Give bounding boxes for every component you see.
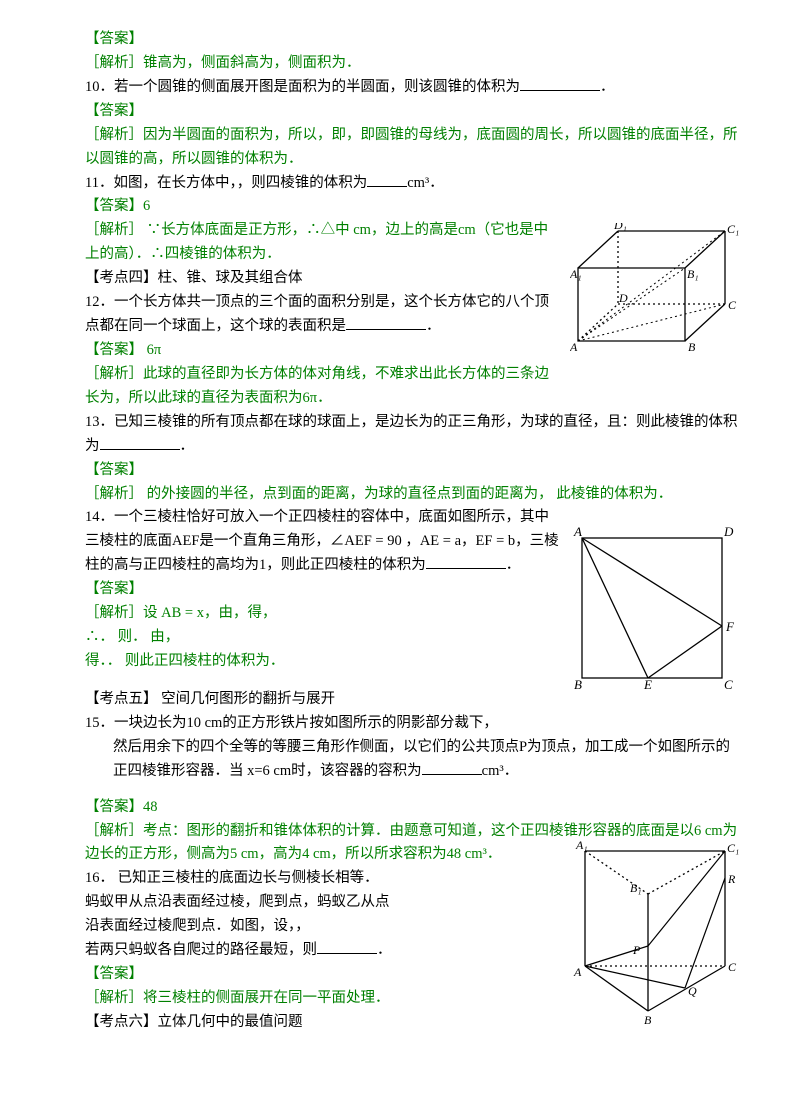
q14-text: 14．一个三棱柱恰好可放入一个正四棱柱的容体中，底面如图所示，其中三棱柱的底面A…: [85, 509, 559, 573]
analysis-13: ［解析］ 的外接圆的半径，点到面的距离，为球的直径点到面的距离为， 此棱锥的体积…: [85, 483, 740, 507]
svg-text:F: F: [725, 619, 735, 634]
svg-text:B₁: B₁: [687, 267, 699, 281]
svg-text:C₁: C₁: [727, 223, 739, 236]
svg-text:D: D: [618, 291, 628, 305]
q16d-text: 若两只蚂蚁各自爬过的路径最短，则: [85, 942, 317, 958]
svg-text:B: B: [644, 1013, 652, 1027]
svg-text:C: C: [724, 677, 733, 691]
answer-heading: 【答案】: [85, 28, 740, 52]
answer-11: 【答案】6: [85, 195, 740, 219]
blank-16: [317, 953, 377, 954]
question-10: 10．若一个圆锥的侧面展开图是面积为的半圆面，则该圆锥的体积为 ．: [85, 76, 740, 100]
svg-text:A₁: A₁: [570, 267, 582, 281]
svg-text:E: E: [643, 677, 652, 691]
q14-period: ．: [506, 557, 521, 573]
q12-period: ．: [426, 318, 441, 334]
blank-11: [367, 186, 407, 187]
figure-triangular-prism: A₁ C₁ B₁ R P Q A C B: [570, 836, 740, 1045]
answer-13: 【答案】: [85, 459, 740, 483]
q12-text: 12．一个长方体共一顶点的三个面的面积分别是，这个长方体它的八个顶点都在同一个球…: [85, 294, 549, 334]
svg-text:C: C: [728, 298, 737, 312]
q15b-text: 然后用余下的四个全等的等腰三角形作侧面，以它们的公共顶点P为顶点，加工成一个如图…: [113, 739, 730, 779]
figure-square-triangle: A D F B E C: [570, 526, 740, 700]
svg-text:D: D: [723, 526, 734, 539]
blank-13: [100, 449, 180, 450]
svg-text:D₁: D₁: [613, 223, 627, 232]
svg-text:A: A: [573, 965, 582, 979]
svg-text:B: B: [574, 677, 582, 691]
svg-text:C₁: C₁: [727, 841, 739, 855]
svg-text:Q: Q: [688, 984, 697, 998]
answer-15: 【答案】48: [85, 796, 740, 820]
q10-text: 10．若一个圆锥的侧面展开图是面积为的半圆面，则该圆锥的体积为: [85, 79, 520, 95]
question-15a: 15．一块边长为10 cm的正方形铁片按如图所示的阴影部分裁下，: [85, 712, 740, 736]
svg-text:R: R: [727, 872, 736, 886]
answer-10: 【答案】: [85, 100, 740, 124]
q13-period: ．: [180, 438, 195, 454]
svg-text:A: A: [570, 340, 578, 354]
q11-text: 11．如图，在长方体中，，则四棱锥的体积为: [85, 175, 367, 191]
svg-text:B₁: B₁: [630, 881, 642, 895]
q16d-period: ．: [377, 942, 392, 958]
blank-10: [520, 90, 600, 91]
document-body: D₁ C₁ A₁ B₁ D C A B A D F B E C: [85, 28, 740, 1035]
svg-text:C: C: [728, 960, 737, 974]
analysis-10: ［解析］因为半圆面的面积为，所以，即，即圆锥的母线为，底面圆的周长，所以圆锥的底…: [85, 124, 740, 172]
blank-12: [346, 329, 426, 330]
blank-14: [426, 568, 506, 569]
analysis-9: ［解析］锥高为，侧面斜高为，侧面积为．: [85, 52, 740, 76]
question-13: 13．已知三棱锥的所有顶点都在球的球面上，是边长为的正三角形，为球的直径，且：则…: [85, 411, 740, 459]
q15b-unit: cm³．: [482, 763, 519, 779]
svg-text:P: P: [632, 943, 641, 957]
svg-text:A₁: A₁: [575, 838, 588, 852]
question-11: 11．如图，在长方体中，，则四棱锥的体积为 cm³．: [85, 172, 740, 196]
figure-rectangular-prism: D₁ C₁ A₁ B₁ D C A B: [570, 223, 740, 372]
svg-text:A: A: [573, 526, 582, 539]
q11-unit: cm³．: [407, 175, 444, 191]
svg-text:B: B: [688, 340, 696, 354]
blank-15: [422, 774, 482, 775]
question-15b: 然后用余下的四个全等的等腰三角形作侧面，以它们的公共顶点P为顶点，加工成一个如图…: [85, 736, 740, 784]
q10-period: ．: [600, 79, 615, 95]
